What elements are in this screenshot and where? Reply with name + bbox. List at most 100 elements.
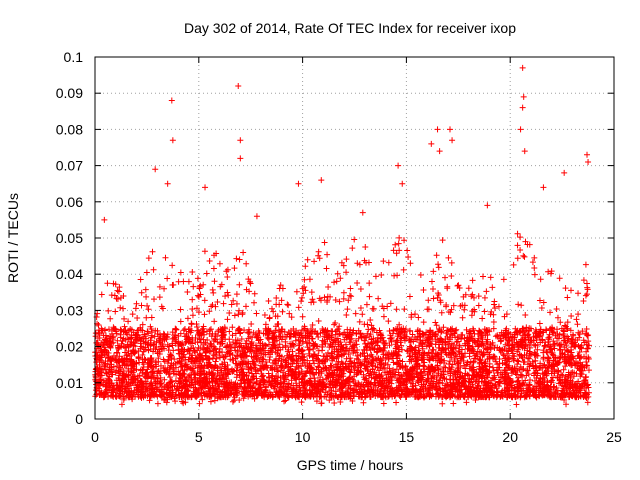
data-point-marker bbox=[105, 353, 112, 360]
data-point-marker bbox=[442, 364, 449, 371]
data-point-marker bbox=[393, 306, 400, 313]
data-point-marker bbox=[219, 333, 226, 340]
data-point-marker bbox=[375, 295, 382, 302]
data-point-marker bbox=[130, 373, 137, 380]
data-point-marker bbox=[553, 361, 560, 368]
data-point-marker bbox=[288, 314, 295, 321]
data-point-marker bbox=[206, 308, 213, 315]
data-point-marker bbox=[345, 385, 352, 392]
data-point-marker bbox=[248, 365, 255, 372]
data-point-marker bbox=[324, 299, 331, 306]
data-point-marker bbox=[434, 294, 441, 301]
data-point-marker bbox=[436, 385, 443, 392]
data-point-marker bbox=[319, 325, 326, 332]
data-point-marker bbox=[536, 320, 543, 327]
data-point-marker bbox=[448, 259, 455, 266]
data-point-marker bbox=[194, 275, 201, 282]
data-point-marker bbox=[233, 386, 240, 393]
data-point-marker bbox=[545, 355, 552, 362]
data-point-marker bbox=[450, 400, 457, 407]
data-point-marker bbox=[192, 381, 199, 388]
data-point-marker bbox=[444, 285, 451, 292]
data-point-marker bbox=[307, 326, 314, 333]
data-point-marker bbox=[100, 381, 107, 388]
data-point-marker bbox=[229, 324, 236, 331]
data-point-marker bbox=[500, 276, 507, 283]
data-point-marker bbox=[568, 336, 575, 343]
data-point-marker bbox=[208, 370, 215, 377]
data-point-marker bbox=[291, 330, 298, 337]
data-point-marker bbox=[420, 287, 427, 294]
data-point-marker bbox=[229, 332, 236, 339]
data-point-marker bbox=[426, 393, 433, 400]
data-point-marker bbox=[240, 249, 247, 256]
data-point-marker bbox=[374, 337, 381, 344]
data-point-marker bbox=[297, 388, 304, 395]
data-point-marker bbox=[169, 329, 176, 336]
data-point-marker bbox=[512, 365, 519, 372]
data-point-marker bbox=[262, 342, 269, 349]
data-point-marker bbox=[157, 392, 164, 399]
data-point-marker bbox=[496, 360, 503, 367]
data-point-marker bbox=[557, 319, 564, 326]
data-point-marker bbox=[572, 384, 579, 391]
data-point-marker bbox=[510, 357, 517, 364]
data-point-marker bbox=[347, 336, 354, 343]
data-point-marker bbox=[538, 305, 545, 312]
data-point-marker bbox=[522, 312, 529, 319]
data-point-marker bbox=[136, 372, 143, 379]
data-point-marker bbox=[151, 296, 158, 303]
data-point-marker bbox=[369, 360, 376, 367]
data-point-marker bbox=[361, 321, 368, 328]
data-point-marker bbox=[541, 343, 548, 350]
data-point-marker bbox=[318, 400, 325, 407]
data-point-marker bbox=[142, 286, 149, 293]
data-point-marker bbox=[429, 355, 436, 362]
data-point-marker bbox=[116, 372, 123, 379]
data-point-marker bbox=[515, 374, 522, 381]
data-point-marker bbox=[293, 384, 300, 391]
data-point-marker bbox=[281, 376, 288, 383]
data-point-marker bbox=[505, 348, 512, 355]
data-point-marker bbox=[164, 275, 171, 282]
data-point-marker bbox=[430, 295, 437, 302]
data-point-marker bbox=[451, 358, 458, 365]
data-point-marker bbox=[345, 297, 352, 304]
data-point-marker bbox=[566, 385, 573, 392]
data-point-marker bbox=[141, 355, 148, 362]
data-point-marker bbox=[450, 302, 457, 309]
data-point-marker bbox=[407, 338, 414, 345]
data-point-marker bbox=[114, 287, 121, 294]
data-point-marker bbox=[119, 305, 126, 312]
data-point-marker bbox=[393, 343, 400, 350]
data-point-marker bbox=[439, 380, 446, 387]
data-point-marker bbox=[224, 316, 231, 323]
data-point-marker bbox=[355, 364, 362, 371]
data-point-marker bbox=[309, 321, 316, 328]
data-point-marker bbox=[430, 374, 437, 381]
data-point-marker bbox=[564, 319, 571, 326]
data-point-marker bbox=[567, 392, 574, 399]
data-point-marker bbox=[279, 285, 286, 292]
data-point-marker bbox=[301, 383, 308, 390]
data-point-marker bbox=[396, 247, 403, 254]
data-point-marker bbox=[147, 363, 154, 370]
data-point-marker bbox=[343, 256, 350, 263]
data-point-marker bbox=[188, 358, 195, 365]
data-point-marker bbox=[540, 354, 547, 361]
data-point-marker bbox=[489, 284, 496, 291]
data-point-marker bbox=[496, 345, 503, 352]
data-point-marker bbox=[327, 293, 334, 300]
data-point-marker bbox=[242, 303, 249, 310]
data-point-marker bbox=[455, 282, 462, 289]
data-point-marker bbox=[319, 376, 326, 383]
data-point-marker bbox=[391, 393, 398, 400]
data-point-marker bbox=[121, 315, 128, 322]
data-point-marker bbox=[471, 308, 478, 315]
data-point-marker bbox=[101, 363, 108, 370]
data-point-marker bbox=[329, 374, 336, 381]
data-point-marker bbox=[240, 395, 247, 402]
data-point-marker bbox=[561, 355, 568, 362]
data-point-marker bbox=[455, 347, 462, 354]
